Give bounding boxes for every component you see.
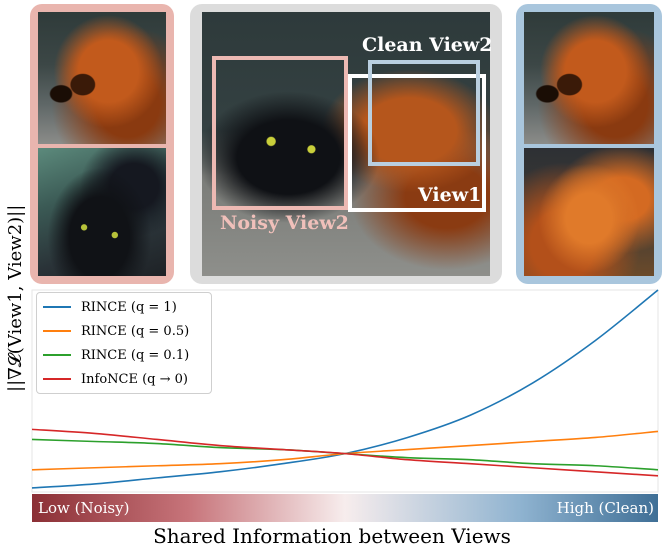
- plot-frame: [31, 289, 659, 493]
- chart-legend: RINCE (q = 1) RINCE (q = 0.5) RINCE (q =…: [36, 292, 212, 394]
- legend-label: RINCE (q = 0.5): [81, 323, 190, 339]
- gradient-low-label: Low (Noisy): [38, 499, 130, 517]
- noisy-view2-label: Noisy View2: [220, 212, 349, 234]
- legend-swatch: [43, 378, 71, 380]
- legend-item-rince-q05: RINCE (q = 0.5): [43, 322, 189, 340]
- noisy-view2-crop-box: [212, 56, 348, 210]
- clean-view2-label: Clean View2: [362, 34, 493, 56]
- view1-label: View1: [418, 184, 482, 206]
- legend-swatch: [43, 306, 71, 308]
- legend-swatch: [43, 354, 71, 356]
- legend-label: InfoNCE (q → 0): [81, 371, 188, 387]
- dog-closeup-photo-bottom-right: [524, 148, 654, 276]
- legend-item-rince-q01: RINCE (q = 0.1): [43, 346, 189, 364]
- series-line-2: [31, 438, 659, 471]
- series-line-0: [31, 289, 659, 489]
- legend-item-rince-q1: RINCE (q = 1): [43, 298, 177, 316]
- dog-photo-top-right: [524, 12, 654, 144]
- y-axis-label: ||∇𝓛(View1, View2)||: [5, 204, 26, 392]
- clean-view2-crop-box: [368, 60, 480, 166]
- legend-label: RINCE (q = 0.1): [81, 347, 190, 363]
- clean-examples-panel: [516, 4, 662, 284]
- cat-photo-bottom-left: [38, 148, 166, 276]
- view1-crop-box: [348, 74, 486, 212]
- gradient-norm-chart: [31, 289, 659, 493]
- noisy-examples-panel: [30, 4, 174, 284]
- shared-information-gradient-bar: [32, 494, 658, 522]
- gradient-high-label: High (Clean): [556, 499, 654, 517]
- series-line-3: [31, 428, 659, 477]
- view-crops-panel: Clean View2 View1 Noisy View2: [190, 4, 502, 284]
- x-axis-label: Shared Information between Views: [153, 524, 511, 548]
- legend-label: RINCE (q = 1): [81, 299, 177, 315]
- dog-photo-top-left: [38, 12, 166, 144]
- legend-swatch: [43, 330, 71, 332]
- legend-item-infonce: InfoNCE (q → 0): [43, 370, 188, 388]
